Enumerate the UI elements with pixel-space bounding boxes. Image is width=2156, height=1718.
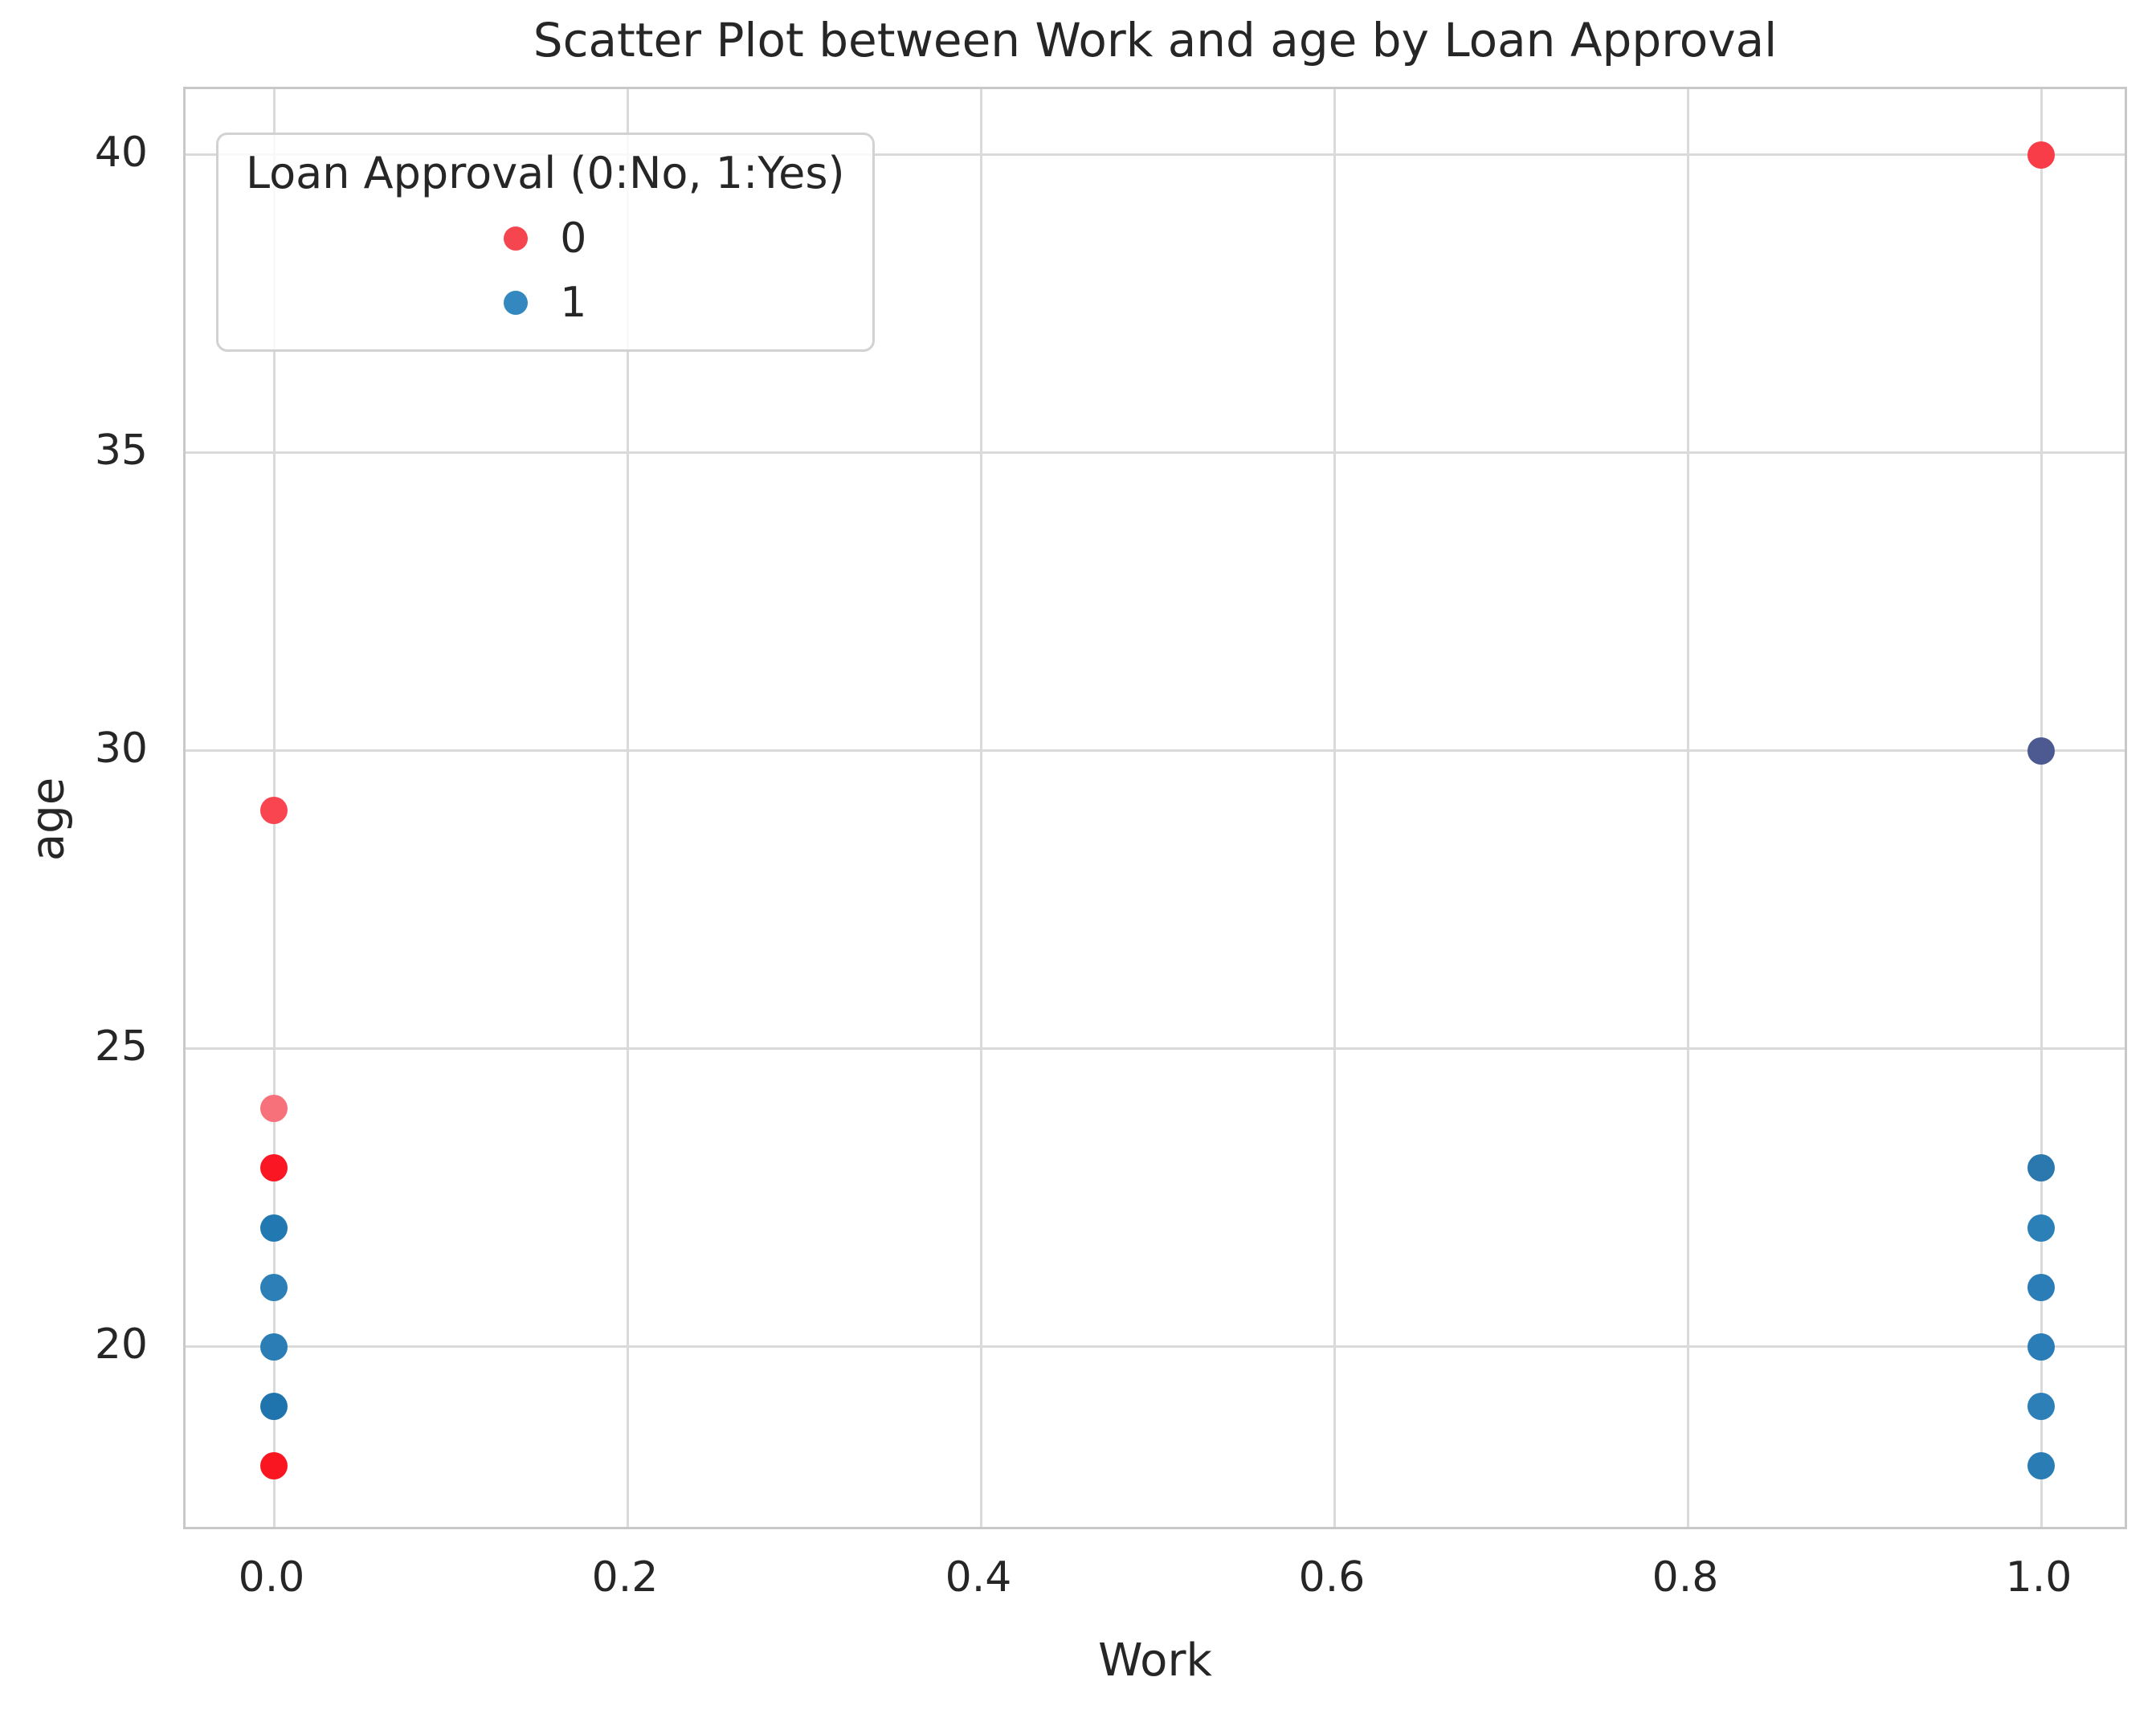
y-gridline (186, 153, 2125, 157)
data-point (2027, 1273, 2055, 1301)
plot-area: Loan Approval (0:No, 1:Yes) 0 1 (183, 87, 2127, 1529)
x-tick-label: 0.8 (1652, 1553, 1719, 1602)
x-tick-label: 1.0 (2005, 1553, 2072, 1602)
x-gridline (626, 89, 629, 1527)
y-axis-label: age (22, 777, 75, 862)
legend-entry-0: 0 (504, 214, 586, 263)
data-point (2027, 1154, 2055, 1182)
data-point (2027, 737, 2055, 765)
data-point (260, 1095, 288, 1123)
data-point (2027, 1214, 2055, 1242)
y-tick-label: 40 (94, 128, 148, 177)
y-gridline (186, 451, 2125, 455)
x-gridline (1686, 89, 1689, 1527)
data-point (260, 1273, 288, 1301)
x-axis-label: Work (1098, 1634, 1212, 1687)
legend: Loan Approval (0:No, 1:Yes) 0 1 (216, 133, 875, 352)
data-point (260, 1452, 288, 1480)
data-point (260, 797, 288, 824)
y-tick-label: 25 (94, 1022, 148, 1071)
data-point (2027, 141, 2055, 169)
y-gridline (186, 1047, 2125, 1051)
legend-title: Loan Approval (0:No, 1:Yes) (246, 148, 845, 198)
data-point (260, 1154, 288, 1182)
x-tick-label: 0.2 (591, 1553, 659, 1602)
legend-marker-red-icon (504, 226, 529, 251)
chart-title: Scatter Plot between Work and age by Loa… (533, 13, 1778, 67)
data-point (2027, 1332, 2055, 1361)
legend-entry-1: 1 (504, 279, 586, 327)
y-tick-label: 35 (94, 426, 148, 475)
y-tick-label: 30 (94, 724, 148, 773)
y-gridline (186, 1345, 2125, 1349)
x-gridline (979, 89, 982, 1527)
legend-entry-0-label: 0 (560, 214, 587, 263)
data-point (2027, 1452, 2055, 1480)
data-point (260, 1332, 288, 1361)
x-gridline (1333, 89, 1336, 1527)
x-tick-label: 0.4 (945, 1553, 1012, 1602)
data-point (2027, 1393, 2055, 1421)
data-point (260, 1214, 288, 1242)
y-tick-label: 20 (94, 1320, 148, 1369)
x-tick-label: 0.0 (238, 1553, 305, 1602)
legend-entry-1-label: 1 (560, 279, 587, 327)
x-tick-label: 0.6 (1298, 1553, 1366, 1602)
data-point (260, 1393, 288, 1421)
y-gridline (186, 749, 2125, 753)
legend-marker-blue-icon (504, 291, 529, 315)
x-gridline (2040, 89, 2043, 1527)
